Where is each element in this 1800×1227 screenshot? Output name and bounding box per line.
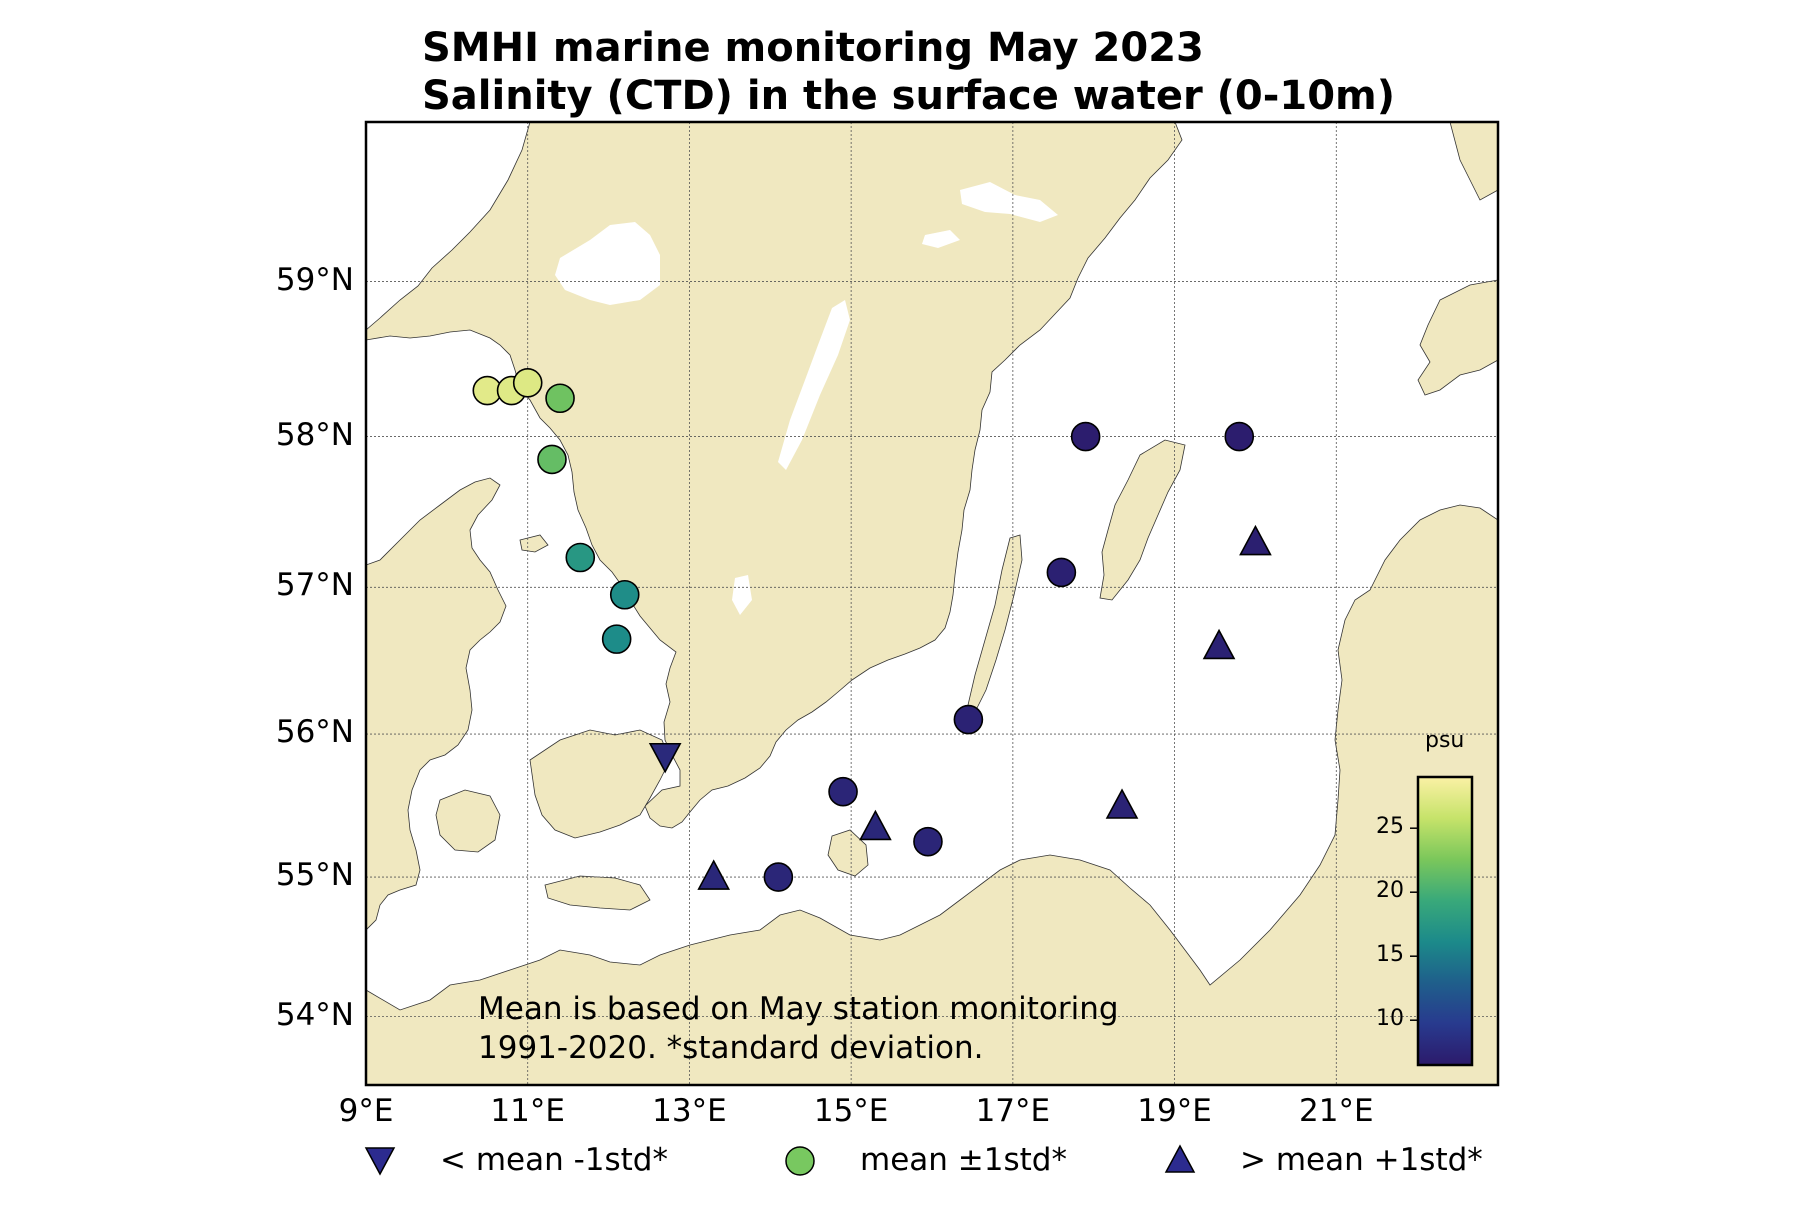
land-laeso [519,534,549,553]
station-marker-circle [1224,421,1255,452]
land-bornholm [827,829,869,877]
lat-tick-label: 54°N [275,996,354,1033]
footnote-line-2: 1991-2020. *standard deviation. [478,1030,984,1066]
station-marker-triangle-up [1202,628,1236,660]
title-line-2: Salinity (CTD) in the surface water (0-1… [422,73,1395,119]
land-zealand [529,729,671,839]
station-marker-circle [913,826,943,857]
lon-tick-label: 11°E [490,1093,565,1129]
lake-vattern [778,300,850,470]
land-group [366,122,1498,1085]
station-marker-triangle-up [697,859,731,890]
colorbar-tick-label: 15 [1376,942,1404,968]
lon-tick-label: 21°E [1299,1093,1374,1129]
lake-vanern [555,222,660,305]
land-finland [1449,122,1498,201]
lon-tick-label: 9°E [338,1093,394,1129]
map-frame [364,120,1500,1087]
station-marker-circle [1070,421,1101,452]
chart-title: SMHI marine monitoring May 2023 Salinity… [422,24,1395,120]
station-marker-circle [545,383,575,414]
legend-label-below: < mean -1std* [440,1142,668,1178]
stations-layer [472,368,1272,892]
land-jutland [366,477,507,931]
legend-item-below: < mean -1std* [360,1130,668,1190]
station-marker-circle [609,579,640,610]
land-estonia [1417,279,1498,396]
station-marker-triangle-up [1239,524,1272,556]
colorbar [1410,775,1474,1067]
lake-bolmen [732,575,752,615]
footnote: Mean is based on May station monitoring … [478,990,1119,1068]
land-lolland [544,875,651,911]
station-marker-circle [512,368,543,398]
station-marker-triangle-up [859,809,892,841]
lon-tick-label: 17°E [975,1093,1051,1129]
legend: < mean -1std* mean ±1std* > mean +1std* [360,1130,1520,1190]
lat-tick-label: 57°N [275,567,354,604]
lat-tick-label: 56°N [275,714,354,751]
graticule [366,122,1498,1085]
station-marker-triangle-up [1105,788,1139,819]
colorbar-title: psu [1425,728,1465,753]
footnote-line-1: Mean is based on May station monitoring [478,991,1119,1027]
lat-tick-label: 55°N [275,857,354,894]
land-sweden [366,122,1183,829]
land-east-south [366,504,1498,1085]
triangle-up-icon [1164,1144,1196,1173]
circle-icon [785,1146,815,1176]
station-marker-circle [1046,557,1077,588]
colorbar-tick-label: 25 [1376,814,1404,840]
triangle-down-icon [364,1147,396,1176]
lon-tick-label: 13°E [652,1093,727,1129]
lon-tick-label: 19°E [1137,1093,1212,1129]
station-marker-circle [537,444,567,475]
station-marker-triangle-down [648,742,682,774]
station-marker-circle [953,704,984,735]
station-marker-circle [828,776,858,807]
station-marker-circle [763,862,794,892]
colorbar-tick-label: 10 [1376,1006,1404,1032]
legend-item-above: > mean +1std* [1160,1130,1483,1190]
colorbar-gradient [1416,775,1474,1067]
colorbar-tick-label: 20 [1376,878,1404,904]
lake-hjalmaren [922,230,960,248]
legend-label-above: > mean +1std* [1240,1142,1483,1178]
lake-malaren [960,182,1058,222]
legend-item-within: mean ±1std* [780,1130,1067,1190]
station-marker-circle [565,542,596,573]
lon-tick-label: 15°E [813,1093,889,1129]
title-line-1: SMHI marine monitoring May 2023 [422,25,1204,71]
lat-tick-label: 58°N [275,416,354,453]
lat-tick-label: 59°N [275,261,354,298]
land-oland [967,534,1023,713]
station-marker-circle [601,624,632,654]
land-gotland [1099,439,1186,601]
legend-label-within: mean ±1std* [860,1142,1067,1178]
land-funen [435,789,501,853]
